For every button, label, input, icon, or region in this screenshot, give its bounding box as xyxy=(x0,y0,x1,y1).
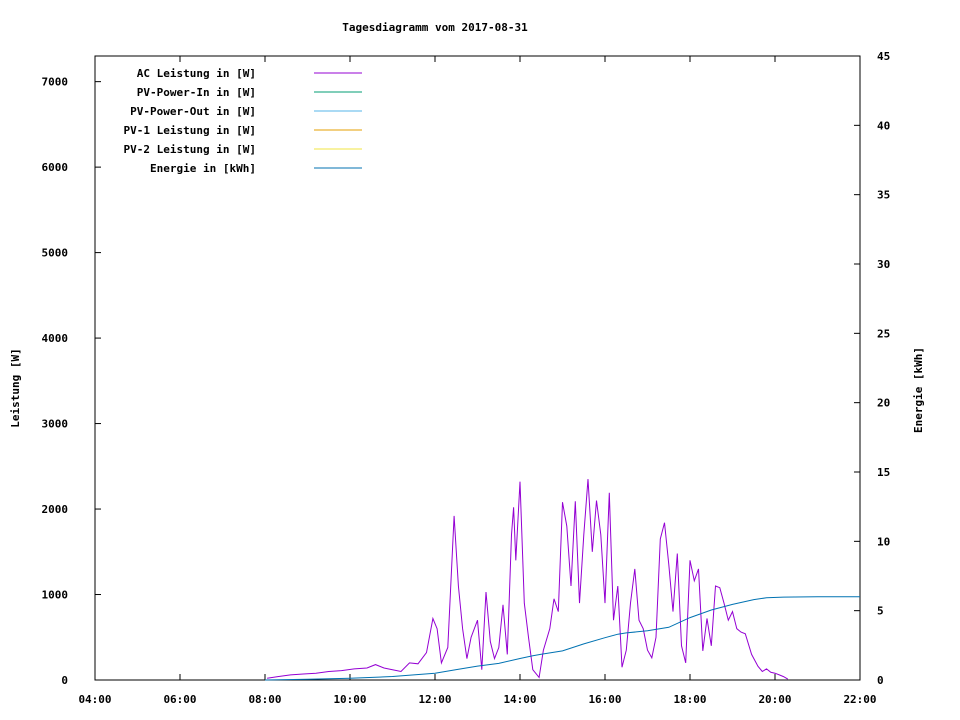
x-tick-label: 16:00 xyxy=(588,693,621,706)
x-tick-label: 14:00 xyxy=(503,693,536,706)
y2-tick-label: 45 xyxy=(877,50,890,63)
legend-label: PV-2 Leistung in [W] xyxy=(124,143,256,156)
series-line-0 xyxy=(267,479,789,680)
chart-title: Tagesdiagramm vom 2017-08-31 xyxy=(342,21,528,34)
y-tick-label: 2000 xyxy=(42,503,69,516)
y2-tick-label: 15 xyxy=(877,466,890,479)
y2-tick-label: 35 xyxy=(877,189,890,202)
x-tick-label: 12:00 xyxy=(418,693,451,706)
y-tick-label: 6000 xyxy=(42,161,69,174)
legend-label: Energie in [kWh] xyxy=(150,162,256,175)
plot-frame xyxy=(94,55,861,681)
y2-tick-label: 0 xyxy=(877,674,884,687)
series-line-5 xyxy=(264,596,860,681)
x-tick-label: 10:00 xyxy=(333,693,366,706)
legend-label: PV-1 Leistung in [W] xyxy=(124,124,256,137)
x-tick-label: 20:00 xyxy=(758,693,791,706)
legend-label: PV-Power-Out in [W] xyxy=(130,105,256,118)
y2-tick-label: 25 xyxy=(877,327,890,340)
y-tick-label: 1000 xyxy=(42,589,69,602)
y-tick-label: 5000 xyxy=(42,247,69,260)
y2-tick-label: 20 xyxy=(877,397,890,410)
x-tick-label: 06:00 xyxy=(163,693,196,706)
legend-label: AC Leistung in [W] xyxy=(137,67,256,80)
x-tick-label: 04:00 xyxy=(78,693,111,706)
tick-labels: 04:00 06:00 08:00 10:00 12:00 14:00 16:00 18:00… xyxy=(42,50,891,706)
series-layer xyxy=(264,479,860,681)
legend: AC Leistung in [W] PV-Power-In in [W] PV-P… xyxy=(124,67,362,175)
legend-label: PV-Power-In in [W] xyxy=(137,86,256,99)
y-axis-label: Leistung [W] xyxy=(9,348,22,427)
y-tick-label: 0 xyxy=(61,674,68,687)
y2-axis-label: Energie [kWh] xyxy=(912,347,925,433)
x-tick-label: 22:00 xyxy=(843,693,876,706)
y-tick-label: 4000 xyxy=(42,332,69,345)
y-tick-label: 7000 xyxy=(42,76,69,89)
x-tick-label: 08:00 xyxy=(248,693,281,706)
y2-tick-label: 40 xyxy=(877,119,890,132)
y2-tick-label: 30 xyxy=(877,258,890,271)
y-tick-label: 3000 xyxy=(42,418,69,431)
y2-tick-label: 10 xyxy=(877,535,890,548)
y2-tick-label: 5 xyxy=(877,605,884,618)
x-tick-label: 18:00 xyxy=(673,693,706,706)
axis-ticks xyxy=(94,55,861,681)
